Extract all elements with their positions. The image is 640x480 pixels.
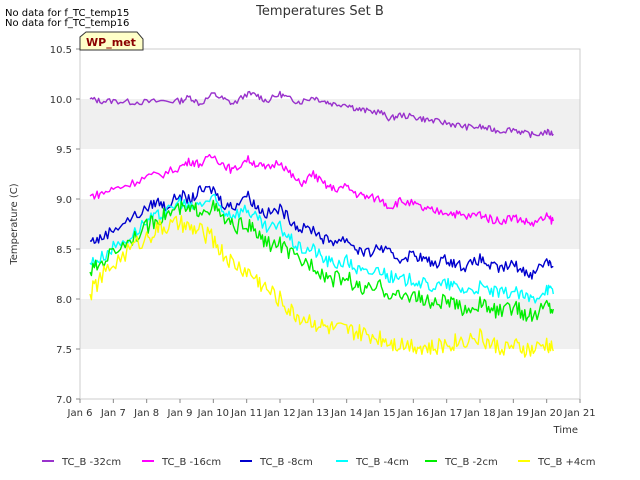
legend-label: TC_B -16cm <box>161 457 221 468</box>
x-tick-label: Jan 12 <box>263 408 295 419</box>
series-line-1 <box>89 153 554 227</box>
x-tick-label: Jan 18 <box>463 408 495 419</box>
plot-area-border <box>79 48 581 400</box>
x-tick-label: Jan 19 <box>497 408 529 419</box>
y-tick-label: 8.0 <box>56 295 72 306</box>
series-lines <box>89 90 554 358</box>
x-tick-label: Jan 10 <box>197 408 229 419</box>
y-tick-label: 8.5 <box>56 245 72 256</box>
legend-label: TC_B +4cm <box>537 457 596 468</box>
grid-band <box>80 299 580 349</box>
site-label-text: WP_met <box>86 36 136 49</box>
x-axis-label: Time <box>553 425 578 436</box>
series-line-2 <box>89 185 554 280</box>
x-tick-label: Jan 6 <box>67 408 93 419</box>
x-tick-label: Jan 15 <box>363 408 395 419</box>
x-tick-label: Jan 17 <box>430 408 462 419</box>
y-tick-label: 7.0 <box>56 395 72 406</box>
x-tick-label: Jan 9 <box>167 408 193 419</box>
series-line-5 <box>89 215 554 358</box>
no-data-message-2: No data for f_TC_temp16 <box>5 18 130 29</box>
y-axis-label: Temperature (C) <box>9 183 20 265</box>
no-data-message-1: No data for f_TC_temp15 <box>5 8 130 19</box>
series-line-4 <box>89 199 554 322</box>
x-tick-label: Jan 21 <box>563 408 595 419</box>
x-tick-label: Jan 11 <box>230 408 262 419</box>
y-tick-label: 7.5 <box>56 345 72 356</box>
x-tick-label: Jan 14 <box>330 408 362 419</box>
x-axis-ticks: Jan 6 Jan 7 Jan 8 Jan 9 Jan 10 Jan 11 Jan 12 Ja… <box>67 399 596 419</box>
x-tick-label: Jan 16 <box>397 408 429 419</box>
y-axis-ticks: 7.0 7.5 8.0 8.5 9.0 9.5 10.0 10.5 <box>50 45 80 406</box>
x-tick-label: Jan 7 <box>100 408 126 419</box>
site-label-tag: WP_met <box>79 31 144 51</box>
x-tick-label: Jan 13 <box>297 408 329 419</box>
series-line-3 <box>89 193 554 304</box>
legend-label: TC_B -8cm <box>259 457 313 468</box>
x-tick-label: Jan 8 <box>133 408 159 419</box>
legend-label: TC_B -2cm <box>444 457 498 468</box>
series-line-0 <box>89 90 554 139</box>
y-tick-label: 10.5 <box>50 45 72 56</box>
legend: TC_B -32cm TC_B -16cm TC_B -8cm TC_B -4cm TC… <box>42 457 596 468</box>
chart-title: Temperatures Set B <box>255 4 384 19</box>
x-tick-label: Jan 20 <box>530 408 562 419</box>
grid-band <box>80 99 580 149</box>
legend-label: TC_B -4cm <box>355 457 409 468</box>
y-tick-label: 9.0 <box>56 195 72 206</box>
legend-label: TC_B -32cm <box>61 457 121 468</box>
y-tick-label: 10.0 <box>50 95 72 106</box>
site-label-box <box>79 31 144 51</box>
y-tick-label: 9.5 <box>56 145 72 156</box>
